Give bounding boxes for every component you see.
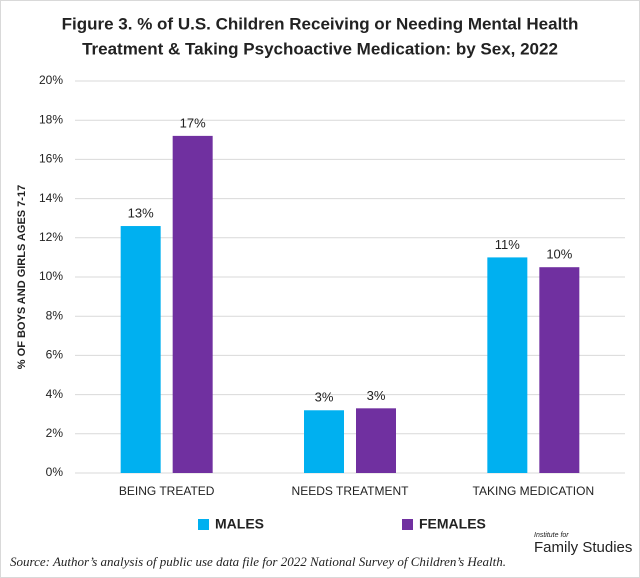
- chart-title: Figure 3. % of U.S. Children Receiving o…: [62, 14, 579, 33]
- value-label: 10%: [546, 247, 572, 262]
- legend-swatch: [402, 519, 413, 530]
- y-tick-label: 0%: [46, 465, 64, 479]
- y-tick-label: 16%: [39, 152, 63, 166]
- x-tick-label: BEING TREATED: [119, 484, 215, 498]
- legend-label: MALES: [215, 516, 264, 532]
- bar: [120, 226, 161, 473]
- bar: [304, 410, 344, 473]
- bar: [539, 267, 580, 473]
- y-tick-label: 14%: [39, 191, 63, 205]
- bar: [487, 257, 528, 473]
- bar: [172, 135, 213, 473]
- y-tick-label: 8%: [46, 308, 64, 322]
- source-note: Source: Author’s analysis of public use …: [10, 554, 506, 569]
- value-label: 17%: [180, 115, 206, 130]
- y-tick-label: 4%: [46, 387, 64, 401]
- y-tick-label: 10%: [39, 269, 63, 283]
- bar: [356, 408, 396, 473]
- y-tick-label: 20%: [39, 73, 63, 87]
- value-label: 3%: [367, 388, 386, 403]
- logo-text: Family Studies: [534, 539, 632, 556]
- x-tick-label: TAKING MEDICATION: [473, 484, 595, 498]
- y-tick-label: 2%: [46, 426, 64, 440]
- y-tick-label: 6%: [46, 348, 64, 362]
- legend-label: FEMALES: [419, 516, 486, 532]
- y-tick-label: 18%: [39, 112, 63, 126]
- legend-swatch: [198, 519, 209, 530]
- value-label: 13%: [128, 205, 154, 220]
- logo-text: Institute for: [534, 532, 569, 539]
- x-tick-label: NEEDS TREATMENT: [292, 484, 410, 498]
- y-tick-label: 12%: [39, 230, 63, 244]
- value-label: 3%: [315, 390, 334, 405]
- chart-title: Treatment & Taking Psychoactive Medicati…: [82, 39, 558, 58]
- value-label: 11%: [495, 237, 520, 252]
- y-axis-label: % OF BOYS AND GIRLS AGES 7-17: [16, 185, 28, 369]
